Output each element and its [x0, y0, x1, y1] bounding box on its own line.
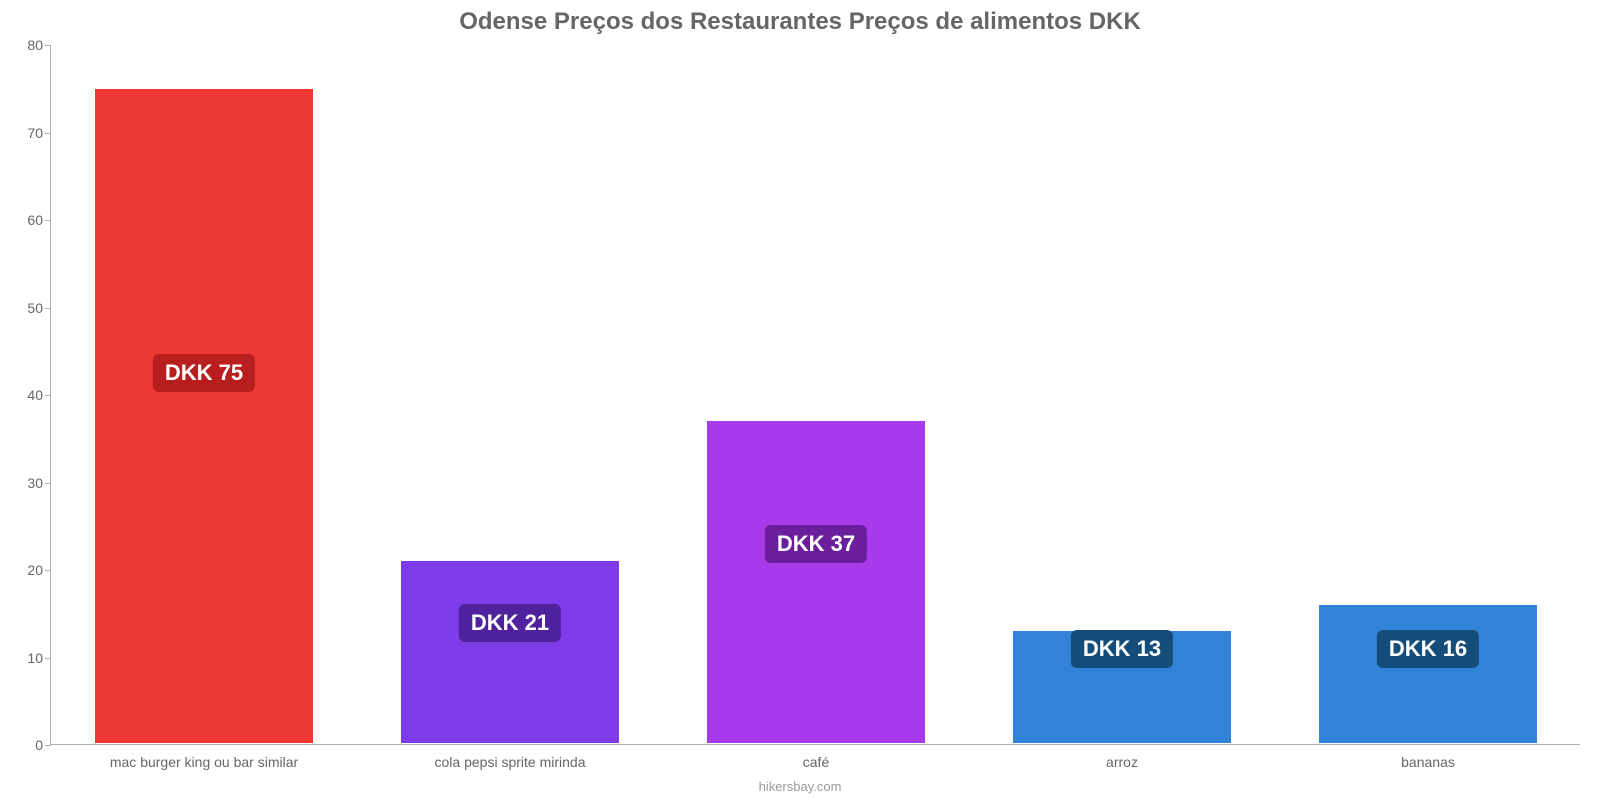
xtick-label: mac burger king ou bar similar: [110, 744, 298, 770]
xtick-label: arroz: [1106, 744, 1138, 770]
attribution: hikersbay.com: [0, 779, 1600, 794]
bar-value-label: DKK 21: [459, 604, 561, 642]
ytick-label: 40: [27, 387, 51, 403]
bar-value-label: DKK 13: [1071, 630, 1173, 668]
ytick-label: 30: [27, 475, 51, 491]
xtick-label: bananas: [1401, 744, 1455, 770]
bar-value-label: DKK 16: [1377, 630, 1479, 668]
bar-value-label: DKK 37: [765, 525, 867, 563]
chart-title: Odense Preços dos Restaurantes Preços de…: [0, 8, 1600, 36]
bar: [706, 420, 926, 744]
ytick-label: 50: [27, 300, 51, 316]
bar: [94, 88, 314, 744]
bar: [400, 560, 620, 744]
ytick-label: 80: [27, 37, 51, 53]
ytick-label: 10: [27, 650, 51, 666]
bar: [1318, 604, 1538, 744]
xtick-label: café: [803, 744, 829, 770]
ytick-label: 0: [35, 737, 51, 753]
xtick-label: cola pepsi sprite mirinda: [435, 744, 586, 770]
ytick-label: 70: [27, 125, 51, 141]
plot-area: 01020304050607080DKK 75mac burger king o…: [50, 45, 1580, 745]
ytick-label: 20: [27, 562, 51, 578]
ytick-label: 60: [27, 212, 51, 228]
bar-value-label: DKK 75: [153, 354, 255, 392]
